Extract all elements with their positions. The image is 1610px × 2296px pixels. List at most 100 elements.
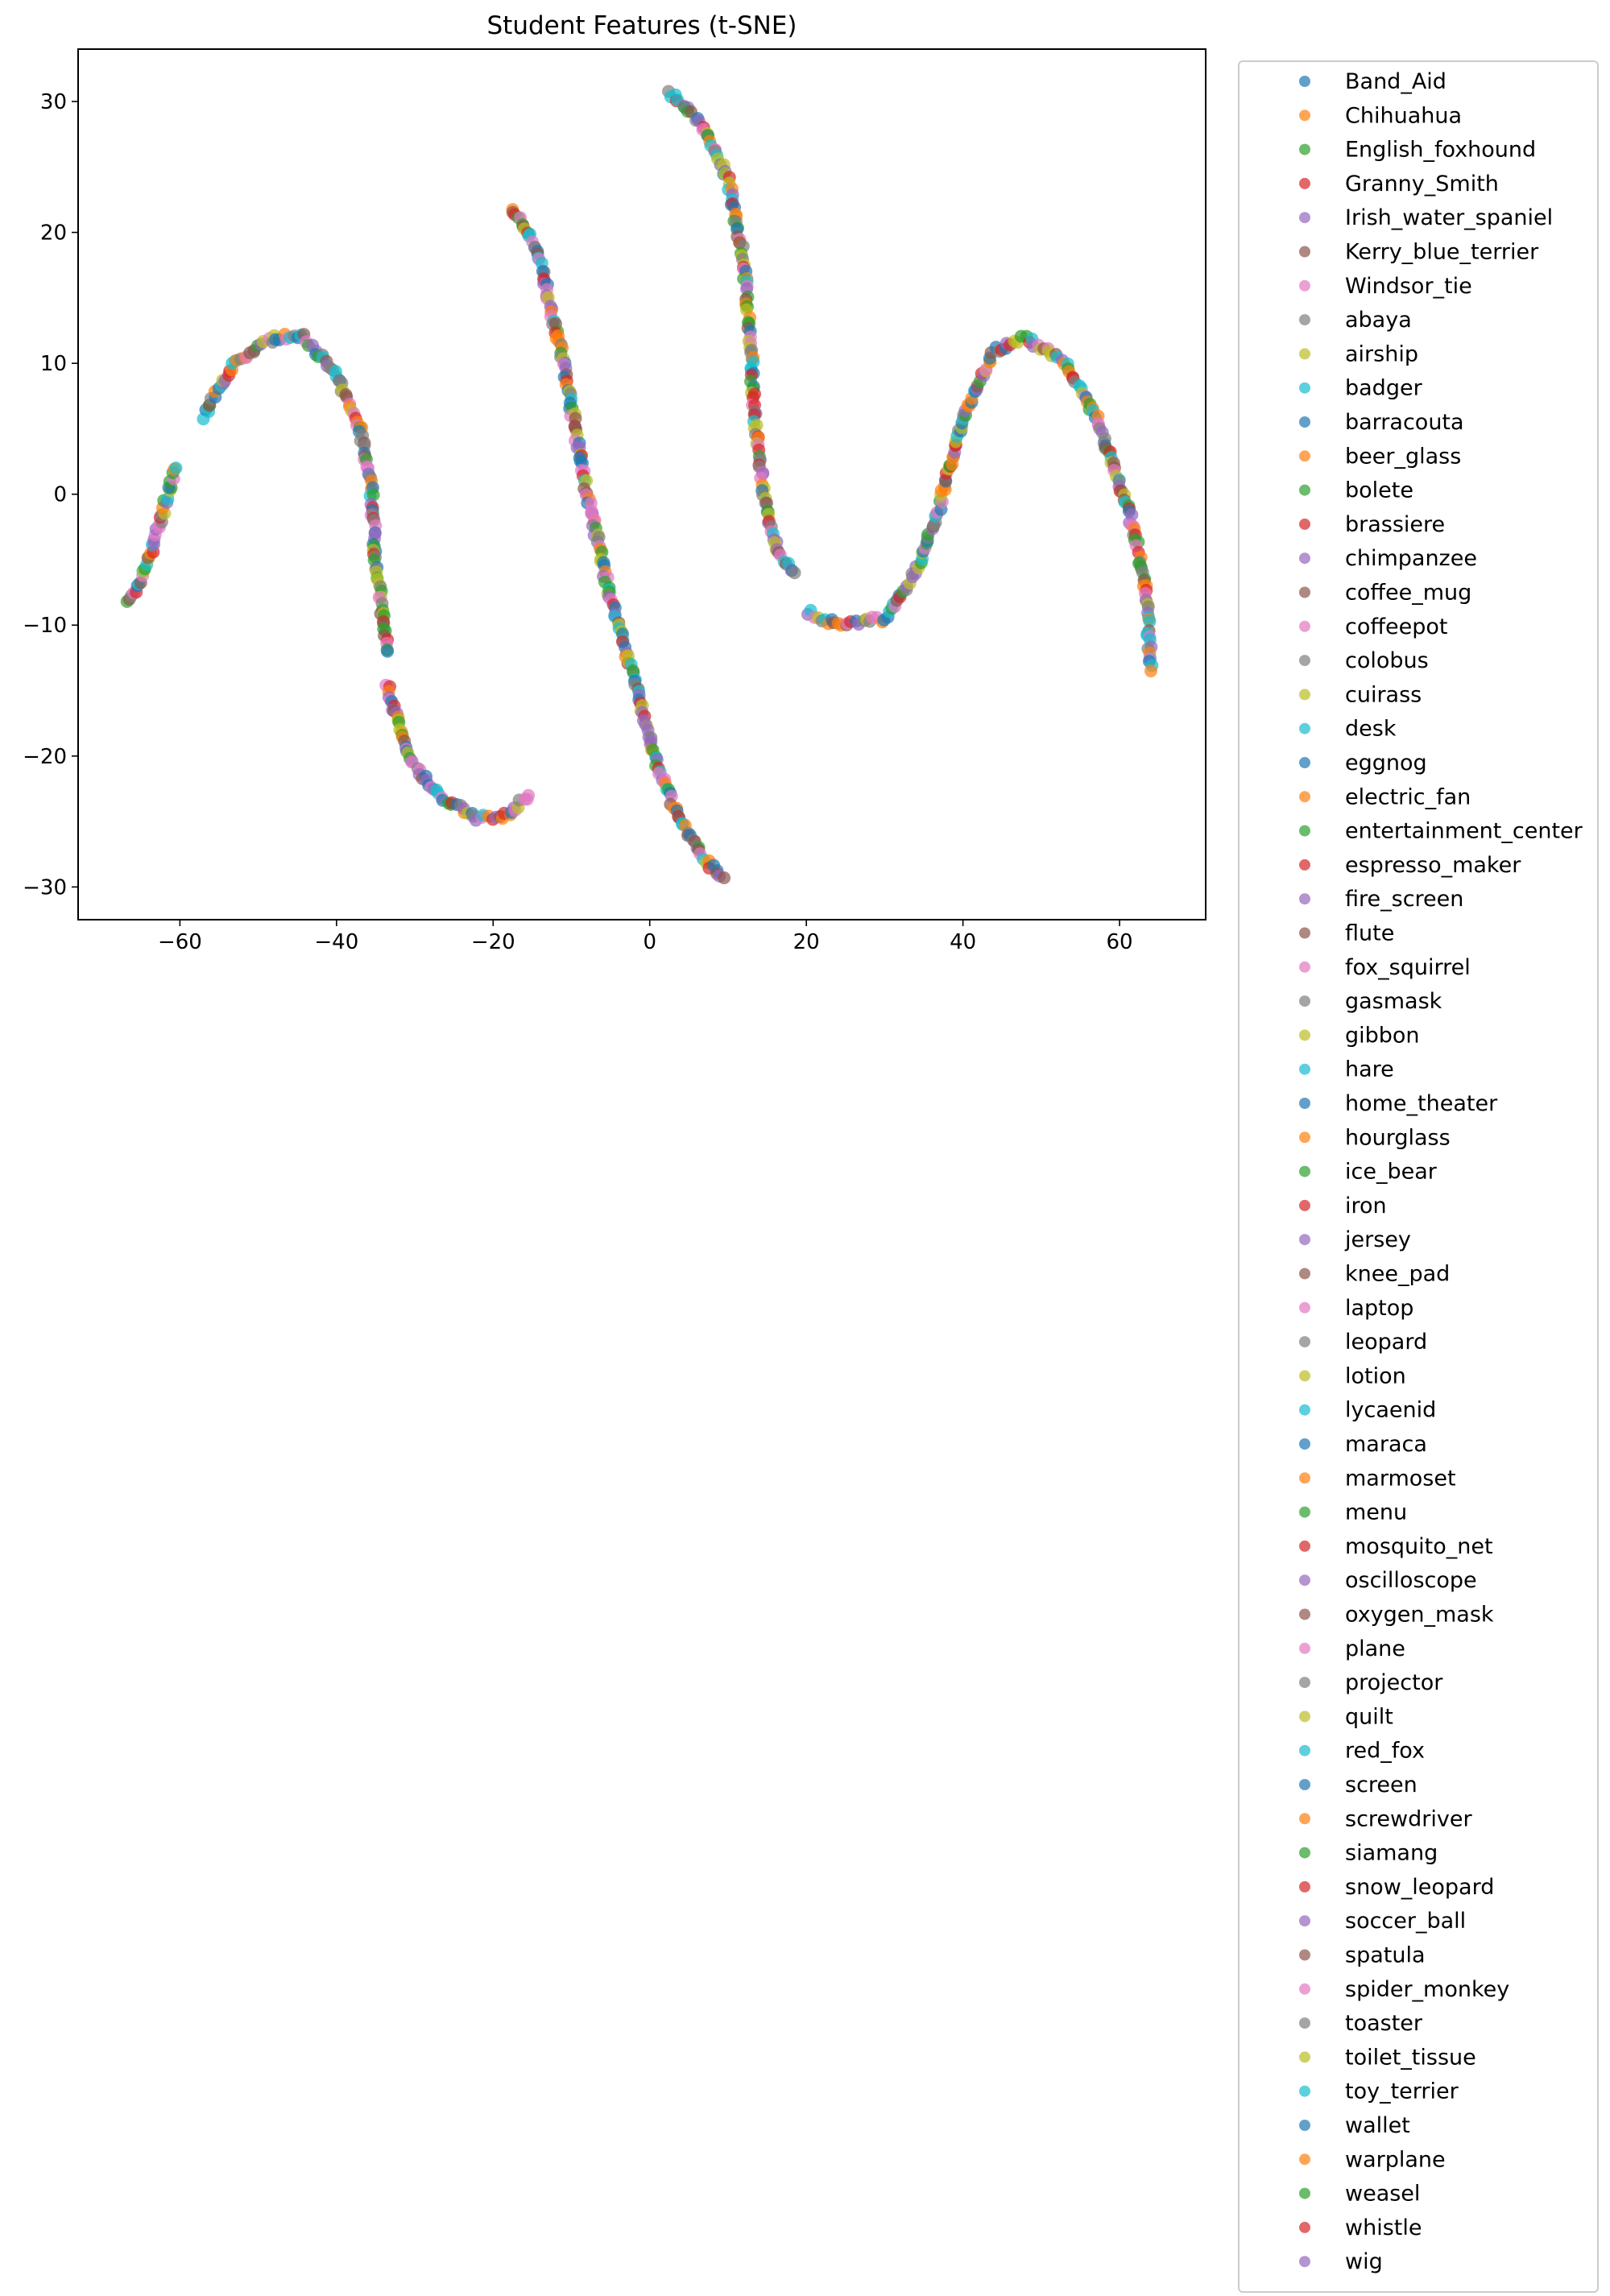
legend-label: ice_bear bbox=[1345, 1160, 1438, 1185]
legend-label: oxygen_mask bbox=[1345, 1603, 1494, 1628]
legend-label: fox_squirrel bbox=[1345, 955, 1471, 980]
x-tick-label: 20 bbox=[793, 930, 820, 954]
scatter-point bbox=[718, 871, 731, 884]
legend-marker bbox=[1299, 2017, 1310, 2029]
legend-marker bbox=[1299, 757, 1310, 768]
legend-marker bbox=[1299, 791, 1310, 803]
legend-label: toilet_tissue bbox=[1345, 2045, 1476, 2070]
legend-marker bbox=[1299, 2153, 1310, 2166]
y-tick-label: −30 bbox=[23, 875, 67, 900]
legend-marker bbox=[1299, 2085, 1310, 2097]
legend-label: Irish_water_spaniel bbox=[1345, 205, 1553, 230]
legend-label: leopard bbox=[1345, 1330, 1427, 1355]
legend-label: oscilloscope bbox=[1345, 1568, 1477, 1593]
legend-marker bbox=[1299, 1404, 1310, 1416]
x-tick-label: 60 bbox=[1107, 930, 1133, 954]
legend-label: red_fox bbox=[1345, 1739, 1425, 1764]
plot-area-frame bbox=[77, 48, 1206, 920]
scatter-point bbox=[788, 566, 801, 580]
legend-label: cuirass bbox=[1345, 682, 1422, 707]
legend-label: siamang bbox=[1345, 1841, 1438, 1866]
legend-label: chimpanzee bbox=[1345, 546, 1477, 571]
legend-label: plane bbox=[1345, 1636, 1405, 1661]
legend-marker bbox=[1299, 722, 1310, 734]
legend-marker bbox=[1299, 1063, 1310, 1075]
legend-label: mosquito_net bbox=[1345, 1534, 1493, 1559]
legend-marker bbox=[1299, 348, 1310, 360]
legend-marker bbox=[1299, 1506, 1310, 1518]
legend-marker bbox=[1299, 76, 1310, 87]
y-tick-label: 20 bbox=[40, 221, 67, 246]
y-tick-label: −20 bbox=[23, 745, 67, 769]
legend-marker bbox=[1299, 382, 1310, 394]
scatter-point bbox=[1143, 614, 1157, 628]
legend-label: abaya bbox=[1345, 308, 1412, 333]
legend-marker bbox=[1299, 2051, 1310, 2063]
legend-label: entertainment_center bbox=[1345, 819, 1583, 844]
legend-box bbox=[1238, 60, 1599, 2293]
legend-label: Chihuahua bbox=[1345, 103, 1462, 128]
legend-label: barracouta bbox=[1345, 410, 1464, 435]
y-axis: −30 −20 −10 0 10 20 30 bbox=[23, 90, 78, 900]
legend-marker bbox=[1299, 1779, 1310, 1790]
legend-marker bbox=[1299, 825, 1310, 837]
legend-label: eggnog bbox=[1345, 751, 1427, 776]
legend-marker bbox=[1299, 1165, 1310, 1177]
legend-marker bbox=[1299, 1370, 1310, 1382]
legend-marker bbox=[1299, 1880, 1310, 1893]
legend-marker bbox=[1299, 2256, 1310, 2268]
legend-marker bbox=[1299, 177, 1310, 189]
legend-marker bbox=[1299, 246, 1310, 258]
legend-label: jersey bbox=[1344, 1227, 1411, 1252]
scatter-point bbox=[1144, 664, 1157, 678]
legend-marker bbox=[1299, 1813, 1310, 1825]
legend-label: knee_pad bbox=[1345, 1262, 1450, 1287]
legend-marker bbox=[1299, 518, 1310, 530]
legend-marker bbox=[1299, 1098, 1310, 1109]
legend-label: hourglass bbox=[1345, 1125, 1451, 1150]
legend-marker bbox=[1299, 143, 1310, 155]
legend-marker bbox=[1299, 1234, 1310, 1246]
legend-label: quilt bbox=[1345, 1704, 1393, 1729]
legend-marker bbox=[1299, 1915, 1310, 1927]
legend-marker bbox=[1299, 961, 1310, 973]
legend-marker bbox=[1299, 1608, 1310, 1620]
scatter-points bbox=[120, 85, 1159, 884]
legend-marker bbox=[1299, 279, 1310, 292]
chart-title: Student Features (t-SNE) bbox=[486, 11, 797, 40]
legend-label: soccer_ball bbox=[1345, 1909, 1466, 1934]
legend-marker bbox=[1299, 1438, 1310, 1450]
legend-marker bbox=[1299, 1301, 1310, 1313]
legend-label: snow_leopard bbox=[1345, 1875, 1494, 1900]
legend-label: flute bbox=[1345, 921, 1394, 946]
legend-marker bbox=[1299, 1540, 1310, 1552]
legend-label: airship bbox=[1345, 341, 1418, 366]
legend-marker bbox=[1299, 858, 1310, 871]
legend-marker bbox=[1299, 1199, 1310, 1211]
x-tick-label: −20 bbox=[471, 930, 515, 954]
legend-marker bbox=[1299, 655, 1310, 667]
x-axis: −60 −40 −20 0 20 40 60 bbox=[158, 920, 1133, 954]
legend-label: menu bbox=[1345, 1500, 1407, 1525]
legend-label: toaster bbox=[1345, 2011, 1423, 2036]
legend-label: espresso_maker bbox=[1345, 853, 1521, 878]
scatter-point bbox=[366, 488, 380, 502]
scatter-point bbox=[169, 461, 183, 475]
legend-label: maraca bbox=[1345, 1432, 1427, 1457]
legend-label: warplane bbox=[1345, 2147, 1446, 2172]
legend-label: projector bbox=[1345, 1670, 1443, 1695]
legend-label: badger bbox=[1345, 376, 1423, 401]
legend-marker bbox=[1299, 995, 1310, 1007]
legend-marker bbox=[1299, 2187, 1310, 2199]
legend-marker bbox=[1299, 212, 1310, 224]
y-tick-label: −10 bbox=[23, 614, 67, 638]
legend-marker bbox=[1299, 1642, 1310, 1654]
legend-label: wallet bbox=[1345, 2113, 1410, 2138]
legend-marker bbox=[1299, 484, 1310, 496]
legend-label: brassiere bbox=[1345, 512, 1445, 537]
legend-label: whistle bbox=[1345, 2215, 1422, 2240]
legend-marker bbox=[1299, 1677, 1310, 1689]
legend-marker bbox=[1299, 314, 1310, 326]
legend-label: gasmask bbox=[1345, 989, 1442, 1014]
legend-marker bbox=[1299, 1949, 1310, 1961]
